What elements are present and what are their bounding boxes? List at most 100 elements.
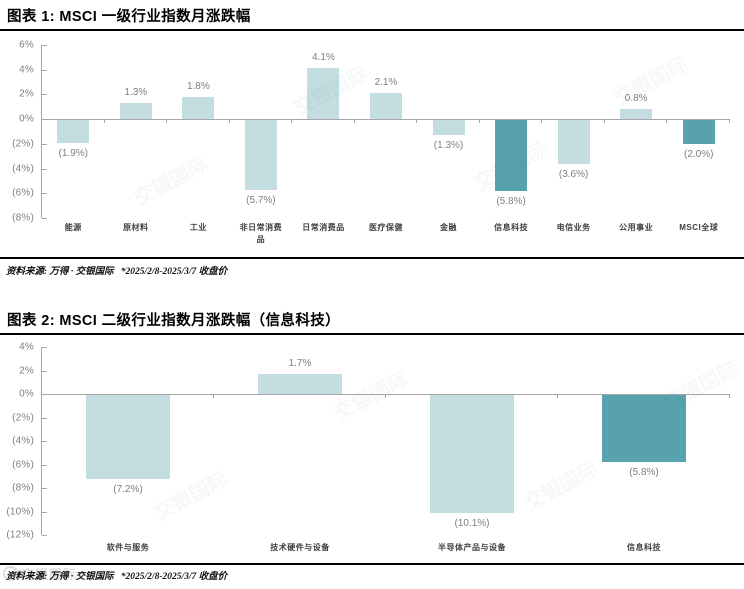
footer-watermark: 交银国际 [3, 564, 77, 583]
bar-value-label: (2.0%) [683, 148, 714, 160]
bar [432, 119, 465, 136]
y-tick-mark [42, 464, 47, 466]
y-tick-mark [42, 193, 47, 195]
bar [244, 119, 277, 190]
y-axis-line [41, 347, 42, 535]
bar-value-label: 1.8% [186, 80, 210, 92]
bar [495, 119, 528, 191]
y-tick-label: 0% [19, 113, 34, 125]
bar-value-label: 1.3% [124, 87, 148, 99]
chart-2-title: 图表 2: MSCI 二级行业指数月涨跌幅（信息科技） [7, 313, 341, 329]
y-tick-label: 4% [19, 64, 34, 76]
bar-value-label: (5.8%) [629, 467, 659, 479]
category-label: 技术硬件与设备 [270, 543, 330, 552]
bar-value-label: (1.9%) [58, 147, 88, 159]
category-label: 工业 [189, 223, 207, 232]
y-tick-label: (2%) [12, 138, 34, 150]
category-label: 软件与服务 [106, 543, 150, 552]
bar-value-label: (5.7%) [246, 194, 276, 206]
bar-value-label: 1.7% [288, 358, 312, 370]
category-label: 原材料 [123, 223, 149, 232]
y-tick-label: (12%) [6, 529, 34, 541]
category-label: 金融 [440, 223, 458, 232]
x-tick-mark [416, 119, 418, 124]
x-tick-mark [228, 119, 230, 124]
y-tick-mark [42, 488, 47, 489]
bar-value-label: (1.3%) [433, 140, 464, 152]
x-tick-mark [557, 394, 558, 398]
x-tick-mark [603, 119, 605, 124]
x-tick-mark [166, 119, 168, 124]
category-label: 公用事业 [619, 223, 654, 232]
category-label: 信息科技 [494, 223, 529, 232]
bar-value-label: 0.8% [624, 93, 648, 105]
category-label: 能源 [64, 223, 82, 232]
bar [258, 374, 342, 394]
bar-value-label: (5.8%) [496, 195, 526, 207]
y-tick-label: (4%) [12, 163, 34, 175]
y-tick-mark [42, 511, 47, 513]
bar [370, 93, 402, 120]
chart-1-title: 图表 1: MSCI 一级行业指数月涨跌幅 [7, 9, 251, 25]
x-axis-line [42, 119, 730, 121]
y-tick-label: (6%) [12, 459, 34, 470]
bar-value-label: (7.2%) [113, 483, 143, 495]
x-axis-line [42, 394, 730, 395]
y-tick-mark [42, 347, 47, 348]
y-tick-label: (8%) [12, 212, 34, 224]
bar [602, 394, 686, 463]
y-tick-mark [42, 168, 47, 170]
bar-value-label: (3.6%) [558, 168, 589, 180]
bar [557, 119, 590, 164]
x-tick-mark [385, 394, 386, 398]
chart-2-plot-area: 4% 2% 0% (2%) (4%) (6%) (8%) (10%) (12%) (7.2%) 软件… [0, 335, 744, 561]
x-tick-mark [103, 119, 105, 124]
chart-2-source-note: 资料来源: 万得 · 交银国际 *2025/2/8-2025/3/7 收盘价 [6, 572, 228, 582]
category-label: 医疗保健 [369, 223, 403, 232]
y-tick-label: 4% [19, 341, 34, 353]
y-tick-label: 2% [19, 365, 34, 376]
x-tick-mark [541, 119, 543, 124]
x-tick-mark [213, 394, 214, 398]
y-tick-mark [42, 370, 47, 372]
bar [86, 394, 170, 479]
watermark-logo-icon [3, 566, 18, 581]
bar-value-label: 2.1% [374, 77, 398, 89]
chart-1-source-note: 资料来源: 万得 · 交银国际 *2025/2/8-2025/3/7 收盘价 [6, 267, 228, 277]
category-label: 电信业务 [556, 223, 591, 232]
bar [307, 68, 340, 120]
category-label: 半导体产品与设备 [438, 543, 506, 552]
y-tick-label: (8%) [12, 482, 34, 494]
category-label: MSCI全球 [679, 223, 719, 232]
x-tick-mark [478, 119, 480, 124]
x-tick-mark [729, 394, 730, 398]
y-tick-mark [42, 94, 47, 96]
y-tick-mark [42, 535, 47, 536]
y-tick-mark [42, 441, 47, 442]
x-tick-mark [353, 119, 355, 124]
y-tick-label: 6% [19, 39, 34, 51]
watermark-logo-text: 交银国际 [21, 567, 78, 582]
chart-2-section: 图表 2: MSCI 二级行业指数月涨跌幅（信息科技） 4% 2% 0% (2%) (4… [0, 305, 744, 589]
x-tick-mark [729, 119, 730, 124]
chart-1-section: 图表 1: MSCI 一级行业指数月涨跌幅 6% 4% 2% 0% (2%) (4%) (6… [0, 9, 744, 277]
bar [182, 96, 215, 120]
x-tick-mark [291, 119, 293, 124]
y-tick-mark [42, 143, 47, 145]
bar [430, 394, 514, 513]
y-axis-line [41, 45, 42, 218]
y-tick-label: (10%) [6, 506, 34, 517]
bar [57, 119, 90, 143]
chart-2-title-rule [0, 333, 744, 335]
bar [620, 109, 653, 120]
y-tick-label: (6%) [12, 187, 34, 199]
bar-value-label: (10.1%) [454, 517, 490, 529]
chart-2-bottom-rule [0, 563, 744, 565]
y-tick-label: 0% [19, 388, 34, 400]
chart-1-bottom-rule [0, 257, 744, 259]
category-label: 信息科技 [627, 543, 661, 552]
y-tick-mark [42, 218, 47, 219]
y-tick-mark [42, 45, 47, 46]
category-label: 日常消费品 [302, 223, 345, 232]
y-tick-mark [42, 417, 47, 419]
